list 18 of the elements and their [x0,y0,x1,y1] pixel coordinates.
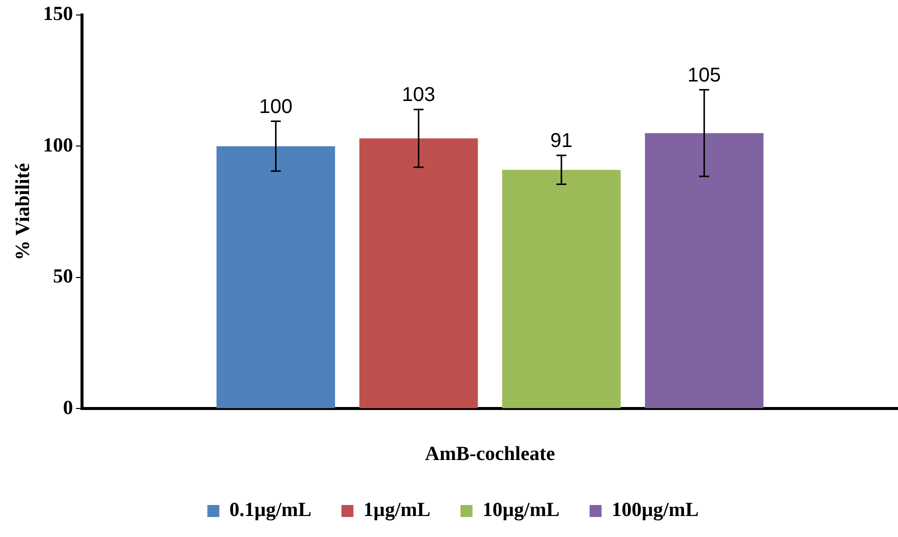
y-tick-label: 50 [53,266,73,288]
legend-label: 1µg/mL [363,499,431,522]
legend-label: 0.1µg/mL [229,499,312,522]
data-label: 100 [259,96,292,118]
bar [644,133,764,408]
x-axis-title: AmB-cochleate [425,443,556,466]
y-tick-label: 150 [43,3,73,26]
bar [502,170,621,408]
legend-label: 10µg/mL [482,499,560,522]
bar [216,146,336,408]
y-tick-label: 100 [43,134,73,156]
bar [359,138,478,408]
data-label: 91 [550,130,573,152]
legend-label: 100µg/mL [612,499,699,522]
data-label: 103 [402,84,436,106]
y-tick-label: 0 [63,396,73,419]
y-axis-title: % Viabilité [12,163,34,260]
data-label: 105 [688,64,721,86]
